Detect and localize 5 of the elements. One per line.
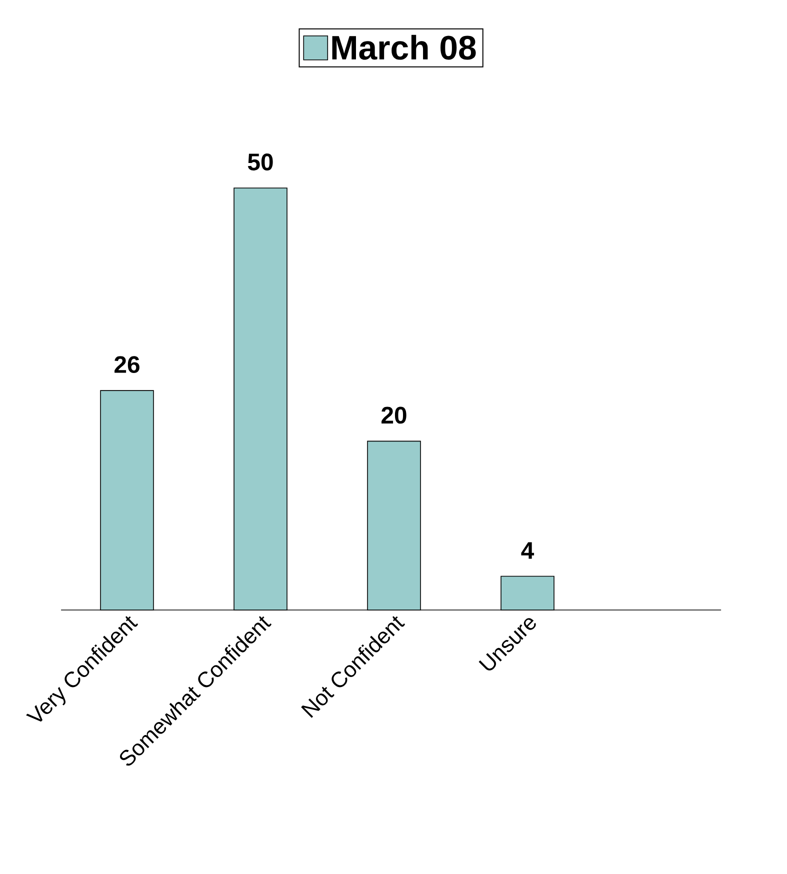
legend-label: March 08 [332, 34, 476, 60]
data-label: 4 [521, 542, 534, 559]
data-label: 20 [382, 406, 406, 424]
data-label: 26 [114, 356, 140, 374]
data-label: 50 [248, 154, 273, 170]
